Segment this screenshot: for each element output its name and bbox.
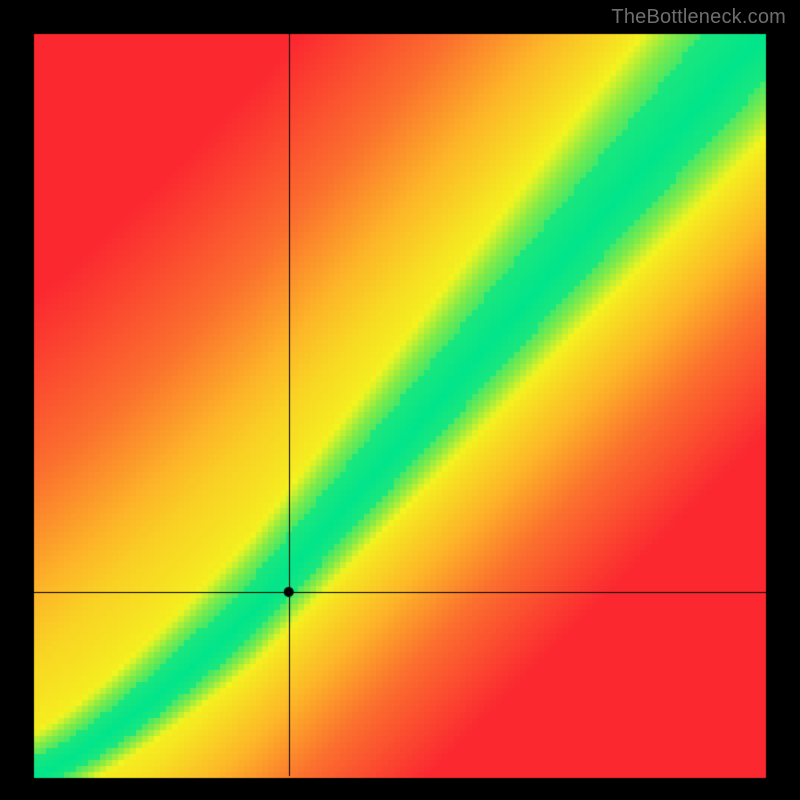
chart-container: TheBottleneck.com [0, 0, 800, 800]
bottleneck-heatmap [0, 0, 800, 800]
watermark-text: TheBottleneck.com [611, 6, 786, 29]
